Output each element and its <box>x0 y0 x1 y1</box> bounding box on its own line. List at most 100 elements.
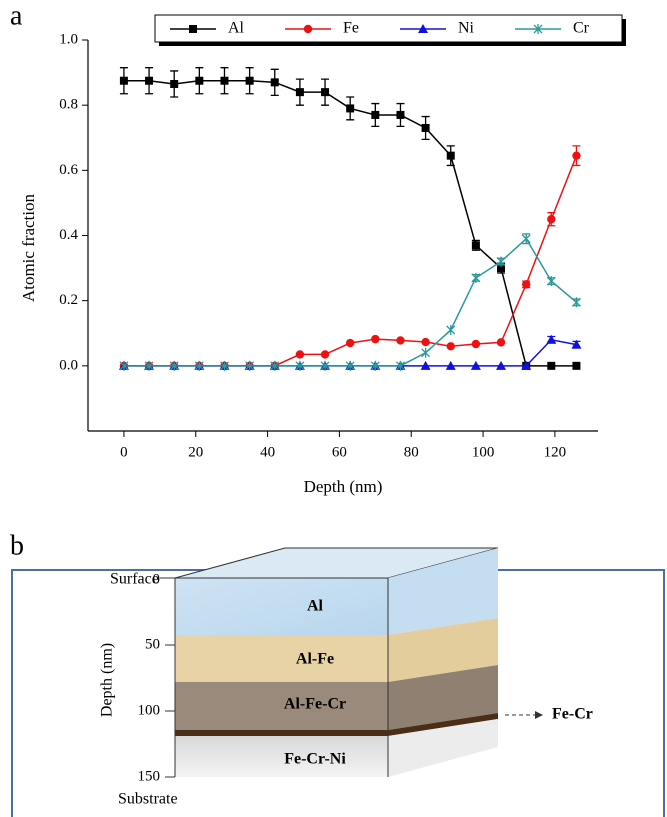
marker <box>546 276 556 287</box>
layer-label: Al-Fe <box>296 651 334 668</box>
marker <box>521 360 532 370</box>
marker <box>295 88 304 97</box>
marker <box>420 360 431 370</box>
marker <box>270 78 279 87</box>
legend-marker <box>189 25 197 33</box>
marker <box>421 347 431 358</box>
marker <box>320 350 330 359</box>
marker <box>295 360 305 371</box>
marker <box>119 360 129 371</box>
marker <box>220 76 229 85</box>
marker <box>371 334 380 344</box>
interface-label: Fe-Cr <box>552 706 593 723</box>
marker <box>421 123 430 132</box>
diagram-axis-label: Depth (nm) <box>99 643 116 717</box>
marker <box>270 360 280 371</box>
marker <box>572 151 581 160</box>
y-tick-label: 0.6 <box>59 162 78 178</box>
substrate-label: Substrate <box>118 791 178 808</box>
marker <box>169 360 179 371</box>
marker <box>572 361 581 370</box>
x-tick-label: 60 <box>332 444 347 460</box>
marker <box>170 79 179 88</box>
marker <box>546 334 557 344</box>
line <box>123 155 578 367</box>
marker <box>144 360 154 371</box>
marker <box>346 104 355 113</box>
marker <box>470 360 481 370</box>
marker <box>195 76 204 85</box>
y-tick-label: 0.0 <box>59 357 78 373</box>
depth-tick-label: 0 <box>153 571 161 587</box>
line <box>123 79 577 367</box>
marker <box>345 338 355 348</box>
marker <box>471 241 480 250</box>
y-tick-label: 0.8 <box>59 97 78 113</box>
depth-tick-label: 150 <box>138 768 161 784</box>
legend-label: Ni <box>458 20 475 37</box>
legend-label: Cr <box>573 20 590 37</box>
legend-marker <box>533 24 543 34</box>
marker <box>245 360 255 371</box>
layer-label: Al <box>307 598 324 615</box>
marker <box>496 338 506 347</box>
panel-label: a <box>10 0 23 31</box>
marker <box>446 342 455 351</box>
marker <box>371 110 380 119</box>
marker <box>396 360 405 371</box>
marker <box>220 360 229 371</box>
marker <box>245 76 254 85</box>
marker <box>571 339 582 349</box>
depth-tick-label: 100 <box>138 702 161 718</box>
marker <box>320 360 330 371</box>
marker <box>396 110 405 119</box>
series <box>119 233 581 371</box>
marker <box>145 76 154 85</box>
legend-marker <box>418 24 428 33</box>
y-tick-label: 1.0 <box>59 31 78 47</box>
marker <box>194 360 204 371</box>
marker <box>295 350 305 359</box>
marker <box>345 360 355 371</box>
x-tick-label: 20 <box>188 444 203 460</box>
marker <box>445 360 456 370</box>
marker <box>370 360 380 371</box>
x-tick-label: 80 <box>404 444 419 460</box>
marker <box>571 297 581 308</box>
series <box>119 145 581 371</box>
marker <box>547 361 556 370</box>
x-tick-label: 120 <box>544 444 567 460</box>
x-tick-label: 40 <box>260 444 275 460</box>
layer-label: Al-Fe-Cr <box>284 696 346 713</box>
marker <box>446 324 456 335</box>
marker <box>547 215 556 224</box>
y-axis-label: Atomic fraction <box>19 193 38 302</box>
marker <box>521 280 531 289</box>
panel-label: b <box>10 530 24 561</box>
marker <box>321 88 330 97</box>
layer-label: Fe-Cr-Ni <box>284 751 346 768</box>
x-axis-label: Depth (nm) <box>304 477 383 496</box>
marker <box>521 233 531 244</box>
marker <box>471 339 481 349</box>
marker <box>496 360 507 370</box>
series <box>119 67 581 370</box>
marker <box>396 336 405 345</box>
surface-label: Surface <box>110 571 159 588</box>
y-tick-label: 0.4 <box>59 227 78 243</box>
legend-label: Fe <box>343 20 359 37</box>
depth-tick-label: 50 <box>145 636 160 652</box>
marker <box>497 264 506 273</box>
marker <box>446 151 455 160</box>
y-tick-label: 0.2 <box>59 292 78 308</box>
marker <box>119 76 128 85</box>
legend-marker <box>303 24 313 34</box>
block-diagram <box>160 547 543 778</box>
marker <box>471 272 481 283</box>
legend: Al Fe Ni Cr <box>154 14 623 43</box>
x-tick-label: 100 <box>472 444 495 460</box>
marker <box>421 337 430 347</box>
x-tick-label: 0 <box>120 444 128 460</box>
